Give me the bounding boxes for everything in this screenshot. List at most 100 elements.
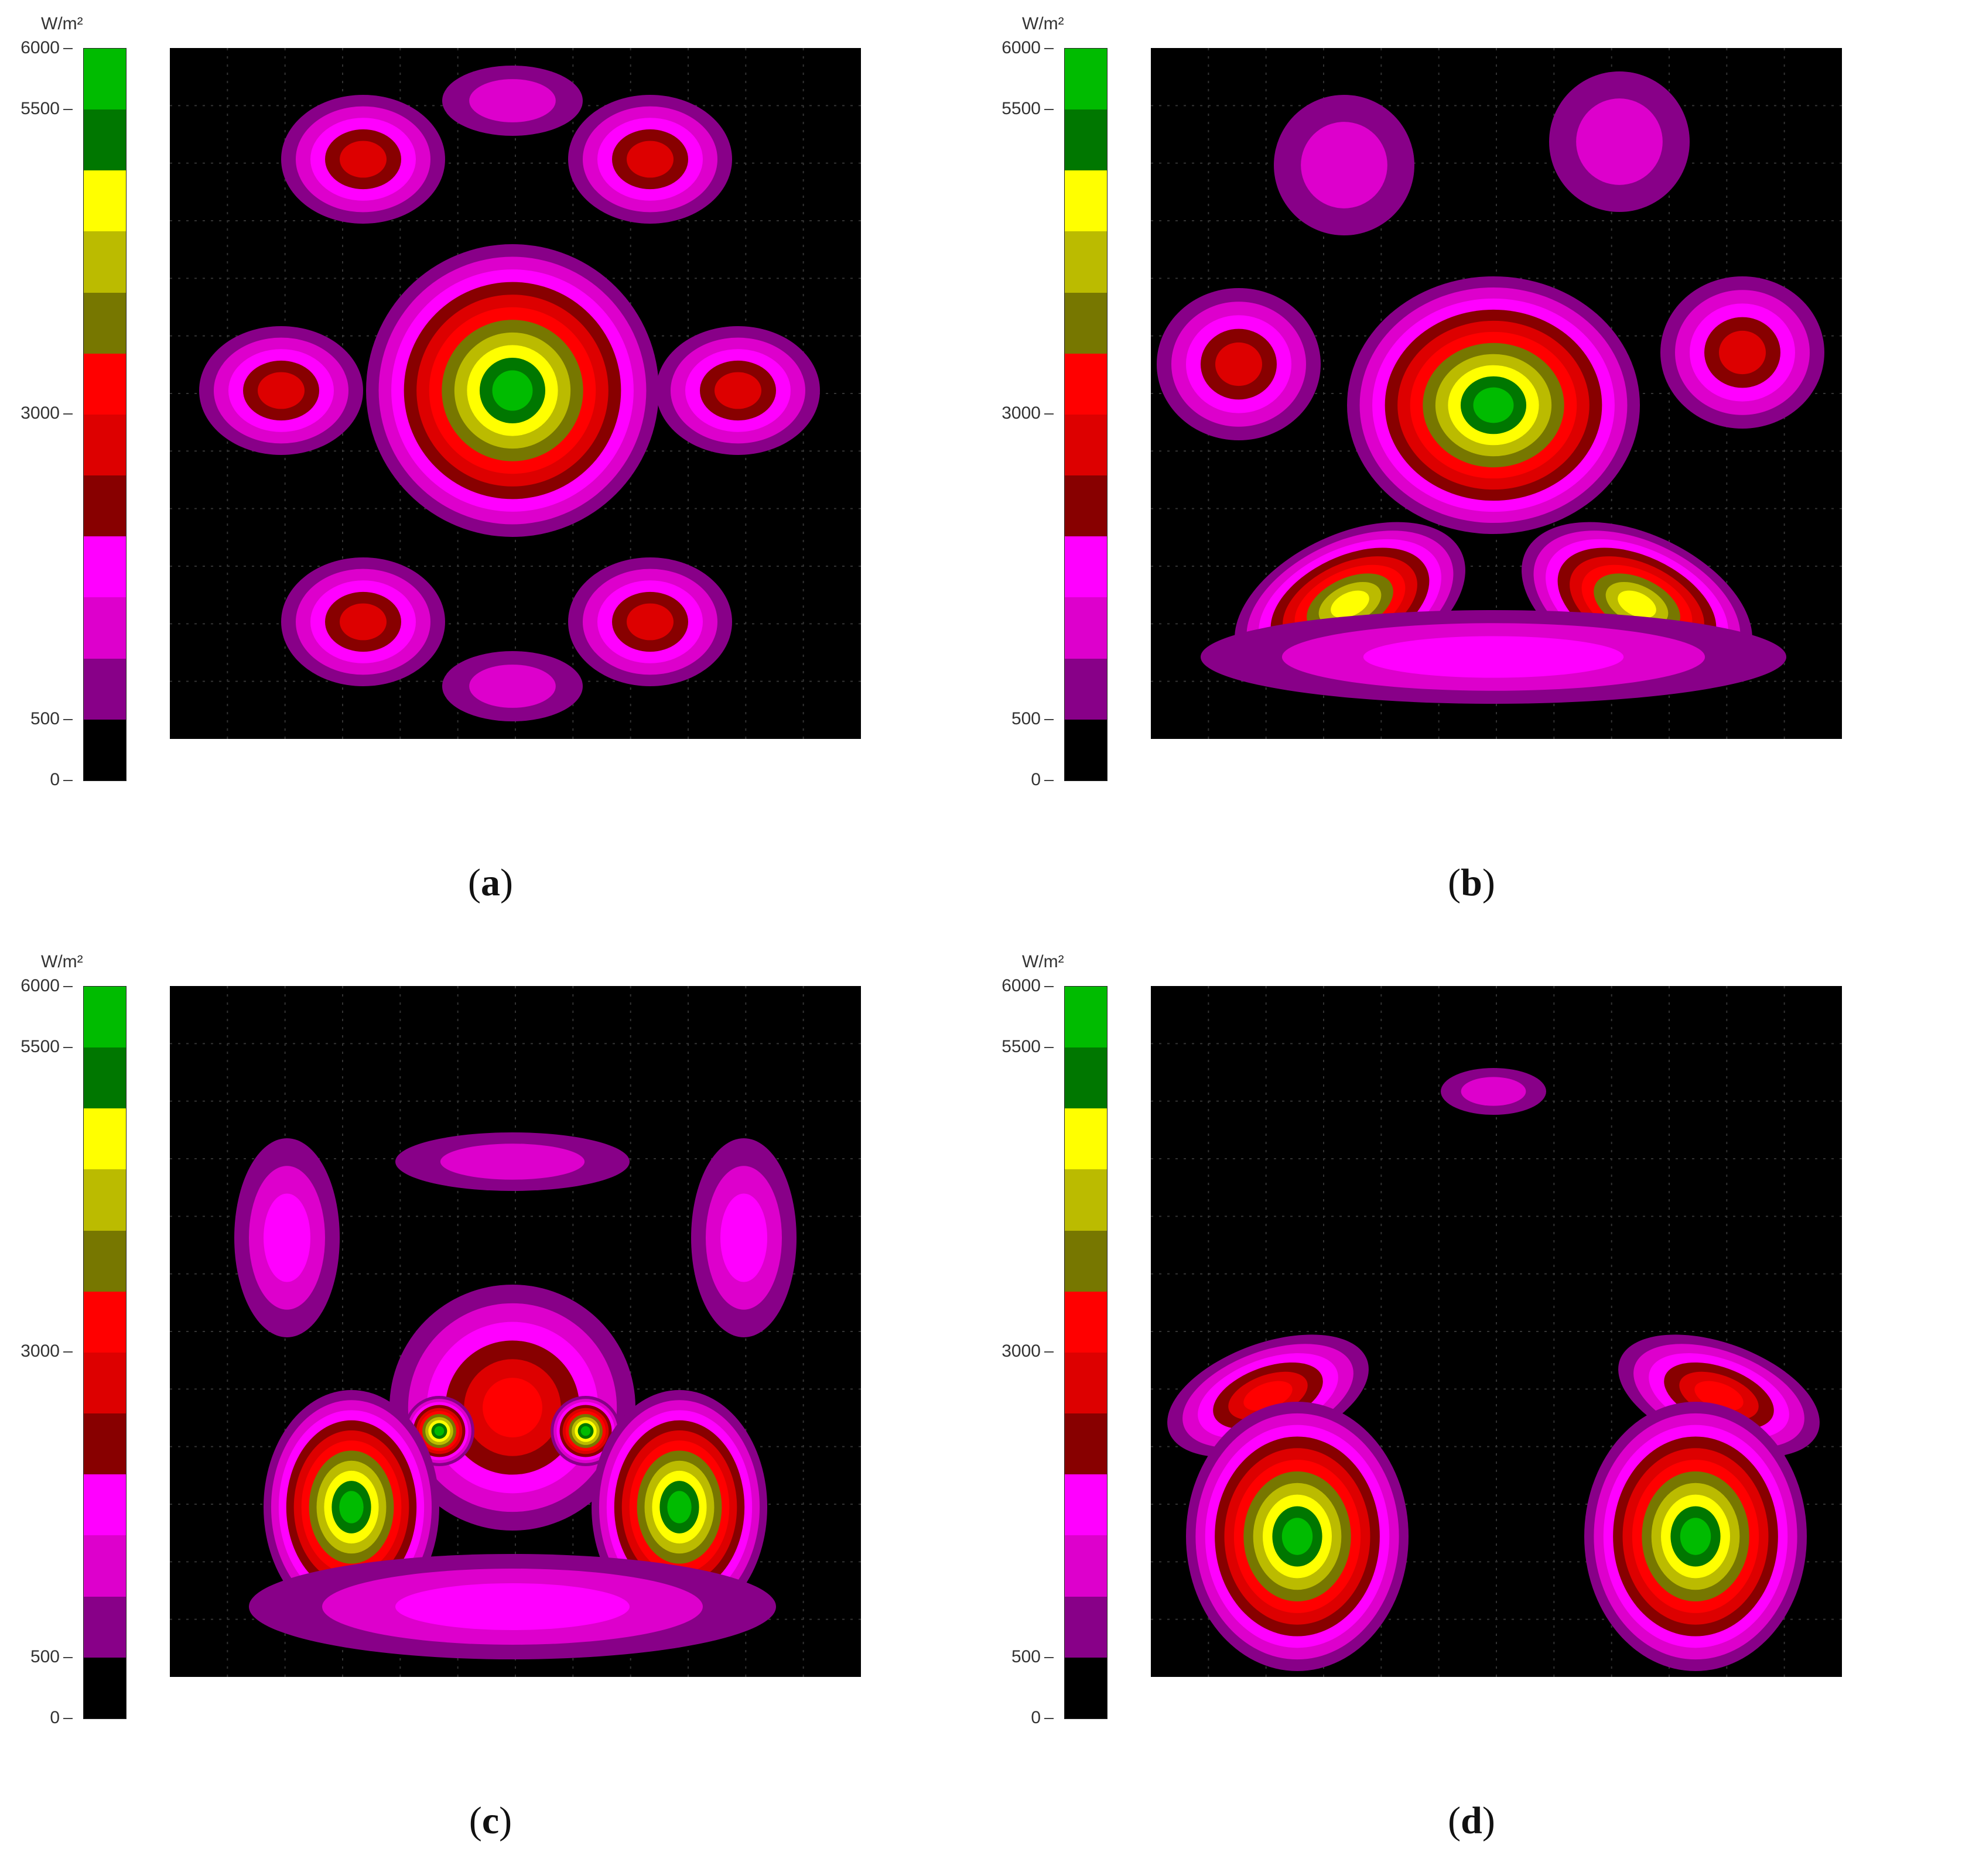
heat-contour bbox=[715, 372, 761, 409]
caption-d: (d) bbox=[1448, 1799, 1495, 1842]
heat-contour bbox=[1576, 98, 1663, 185]
legend-tick-mark bbox=[1044, 1657, 1054, 1658]
panel-a: W/m² (a) 6000 5500 3000 500 0 bbox=[0, 0, 981, 938]
legend-swatch bbox=[84, 353, 126, 415]
heat-contour bbox=[1331, 590, 1369, 618]
legend-tick-label: 0 bbox=[1031, 1708, 1041, 1727]
heat-contour bbox=[340, 141, 387, 178]
legend-tick-label: 0 bbox=[1031, 770, 1041, 789]
legend-tick-label: 3000 bbox=[20, 1341, 60, 1361]
heat-contour bbox=[627, 603, 674, 641]
legend-swatch bbox=[84, 1657, 126, 1718]
legend-swatch bbox=[84, 414, 126, 476]
heat-contour bbox=[1281, 1518, 1313, 1555]
heat-contour bbox=[1243, 1381, 1293, 1411]
legend-tick-mark bbox=[63, 1047, 73, 1048]
heat-contour bbox=[264, 1193, 310, 1282]
color-legend bbox=[1064, 986, 1108, 1719]
heatmap-a bbox=[170, 48, 861, 739]
legend-swatch bbox=[84, 1352, 126, 1414]
color-legend bbox=[83, 986, 127, 1719]
legend-swatch bbox=[1065, 536, 1107, 598]
legend-tick-label: 5500 bbox=[1001, 99, 1041, 118]
heat-contour bbox=[395, 1583, 630, 1630]
legend-tick-label: 0 bbox=[50, 770, 60, 789]
legend-swatch bbox=[1065, 1352, 1107, 1414]
heat-contour bbox=[1301, 122, 1387, 208]
legend-tick-label: 500 bbox=[30, 1647, 60, 1666]
legend-swatch bbox=[1065, 475, 1107, 537]
legend-swatch bbox=[1065, 987, 1107, 1048]
legend-swatch bbox=[1065, 292, 1107, 354]
caption-c: (c) bbox=[469, 1799, 512, 1842]
heat-contour bbox=[1461, 1077, 1526, 1106]
legend-swatch bbox=[84, 1474, 126, 1536]
color-legend bbox=[83, 48, 127, 781]
legend-tick-label: 6000 bbox=[20, 976, 60, 995]
legend-tick-label: 500 bbox=[30, 709, 60, 728]
legend-swatch bbox=[84, 719, 126, 780]
heat-contour bbox=[440, 1144, 585, 1180]
legend-tick-mark bbox=[1044, 719, 1054, 720]
heatmap-c bbox=[170, 986, 861, 1677]
legend-swatch bbox=[1065, 109, 1107, 171]
legend-swatch bbox=[84, 292, 126, 354]
panel-d: W/m² (d) 6000 5500 3000 500 0 bbox=[981, 938, 1962, 1876]
legend-swatch bbox=[84, 1535, 126, 1597]
heat-contour bbox=[1719, 330, 1766, 375]
panel-c: W/m² (c) 6000 5500 3000 500 0 bbox=[0, 938, 981, 1876]
legend-tick-mark bbox=[1044, 1047, 1054, 1048]
heatmap-d bbox=[1151, 986, 1842, 1677]
legend-tick-label: 3000 bbox=[1001, 403, 1041, 423]
legend-swatch bbox=[1065, 1535, 1107, 1597]
legend-tick-mark bbox=[63, 48, 73, 49]
legend-tick-label: 0 bbox=[50, 1708, 60, 1727]
heat-contour bbox=[434, 1426, 445, 1436]
legend-tick-label: 500 bbox=[1011, 1647, 1041, 1666]
legend-unit: W/m² bbox=[1022, 952, 1064, 971]
legend-tick-mark bbox=[63, 109, 73, 110]
heat-contour bbox=[1618, 590, 1656, 618]
legend-swatch bbox=[84, 231, 126, 293]
legend-swatch bbox=[1065, 1169, 1107, 1231]
legend-swatch bbox=[84, 1230, 126, 1292]
legend-swatch bbox=[1065, 1657, 1107, 1718]
heat-contour bbox=[492, 370, 533, 411]
legend-tick-label: 3000 bbox=[1001, 1341, 1041, 1361]
legend-tick-label: 5500 bbox=[1001, 1037, 1041, 1056]
legend-tick-mark bbox=[63, 1718, 73, 1719]
legend-swatch bbox=[84, 170, 126, 232]
legend-tick-label: 5500 bbox=[20, 1037, 60, 1056]
legend-tick-label: 5500 bbox=[20, 99, 60, 118]
heat-contour bbox=[340, 603, 387, 641]
legend-unit: W/m² bbox=[1022, 14, 1064, 33]
legend-tick-label: 6000 bbox=[1001, 38, 1041, 57]
heat-contour bbox=[339, 1491, 364, 1524]
legend-swatch bbox=[1065, 1230, 1107, 1292]
legend-swatch bbox=[84, 597, 126, 659]
heat-contour bbox=[1680, 1518, 1711, 1555]
legend-swatch bbox=[84, 1291, 126, 1353]
legend-tick-mark bbox=[63, 719, 73, 720]
heat-contour bbox=[580, 1426, 591, 1436]
legend-swatch bbox=[84, 658, 126, 720]
legend-swatch bbox=[1065, 658, 1107, 720]
legend-tick-mark bbox=[1044, 780, 1054, 781]
legend-swatch bbox=[1065, 49, 1107, 110]
panel-b: W/m² (b) 6000 5500 3000 500 0 bbox=[981, 0, 1962, 938]
legend-tick-mark bbox=[1044, 1718, 1054, 1719]
heat-contour bbox=[720, 1193, 767, 1282]
legend-swatch bbox=[84, 1169, 126, 1231]
heat-contour bbox=[1215, 342, 1262, 386]
legend-tick-label: 3000 bbox=[20, 403, 60, 423]
legend-swatch bbox=[1065, 1108, 1107, 1170]
legend-swatch bbox=[84, 1596, 126, 1658]
legend-tick-label: 6000 bbox=[1001, 976, 1041, 995]
legend-tick-mark bbox=[1044, 109, 1054, 110]
legend-swatch bbox=[1065, 1596, 1107, 1658]
heat-contour bbox=[258, 372, 305, 409]
legend-swatch bbox=[1065, 1047, 1107, 1109]
legend-swatch bbox=[84, 987, 126, 1048]
heat-contour bbox=[1473, 387, 1514, 423]
legend-unit: W/m² bbox=[41, 14, 83, 33]
